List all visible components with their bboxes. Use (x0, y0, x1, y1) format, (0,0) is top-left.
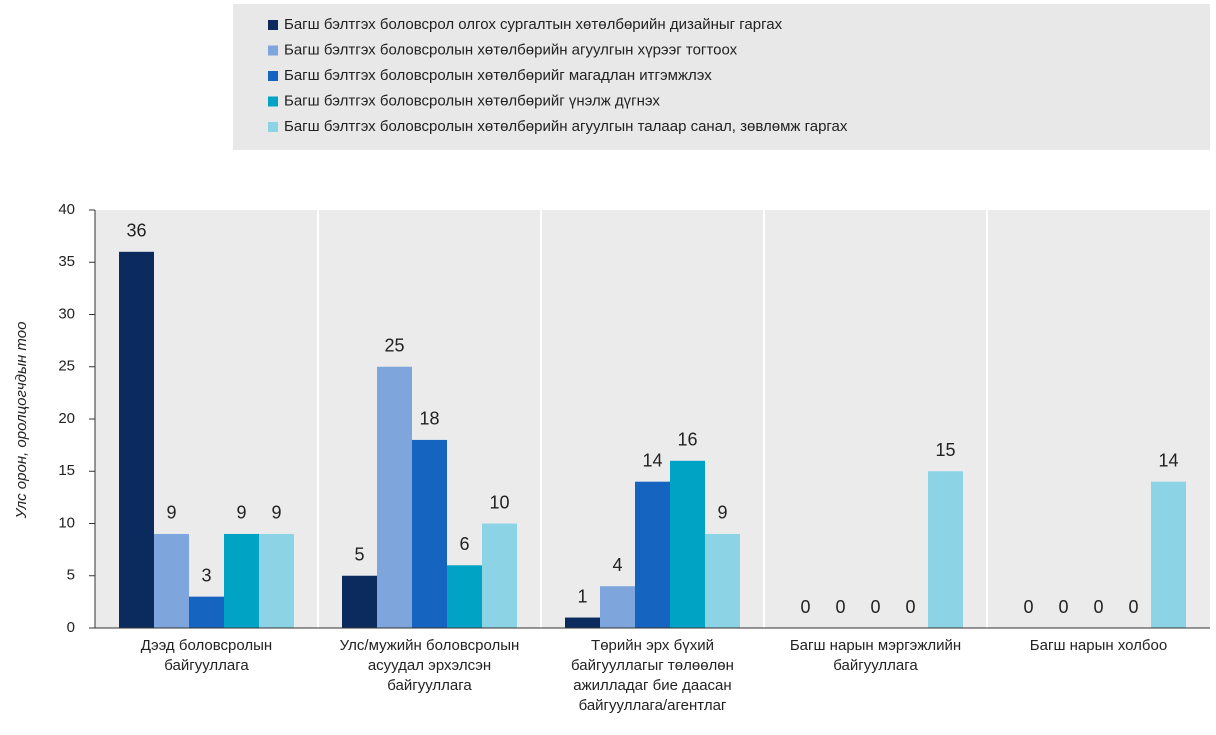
data-label: 6 (459, 534, 469, 554)
y-tick-label: 40 (58, 201, 75, 218)
y-tick-label: 0 (67, 619, 75, 636)
x-tick-label: Улс/мужийн боловсролын асуудал эрхэлсэн … (339, 637, 520, 694)
legend-label: Багш бэлтгэх боловсрол олгох сургалтын х… (284, 16, 783, 33)
y-tick-label: 5 (67, 567, 75, 584)
bar (259, 533, 294, 628)
legend-box (233, 4, 1210, 150)
data-label: 9 (166, 503, 176, 523)
legend-label: Багш бэлтгэх боловсролын хөтөлбөрийн агу… (284, 41, 738, 58)
data-label: 0 (1093, 597, 1103, 617)
y-tick-label: 20 (58, 410, 75, 427)
bar (928, 471, 963, 628)
data-label: 9 (271, 503, 281, 523)
data-label: 5 (354, 545, 364, 565)
y-tick-label: 30 (58, 305, 75, 322)
legend-swatch (268, 20, 278, 30)
legend-label: Багш бэлтгэх боловсролын хөтөлбөрийг үнэ… (284, 92, 660, 109)
data-label: 0 (835, 597, 845, 617)
x-tick-label: Дээд боловсролын байгууллага (140, 637, 273, 674)
bar (670, 460, 705, 628)
data-label: 10 (489, 492, 509, 512)
data-label: 0 (1023, 597, 1033, 617)
data-label: 0 (800, 597, 810, 617)
bar (482, 523, 517, 628)
legend-label: Багш бэлтгэх боловсролын хөтөлбөрийн агу… (284, 118, 848, 135)
data-label: 0 (870, 597, 880, 617)
bar (565, 617, 600, 628)
bar (224, 533, 259, 628)
legend-swatch (268, 45, 278, 56)
y-tick-label: 15 (58, 462, 75, 479)
data-label: 0 (905, 597, 915, 617)
bar (1151, 481, 1186, 628)
y-axis-label: Улс орон, оролцогчдын тоо (13, 322, 30, 520)
data-label: 14 (1158, 450, 1178, 470)
bar (119, 251, 154, 629)
data-label: 14 (642, 450, 662, 470)
legend-swatch (268, 96, 278, 107)
data-label: 36 (126, 221, 146, 241)
x-tick-label: Багш нарын холбоо (1029, 637, 1168, 654)
bar (705, 533, 740, 628)
bar (154, 533, 189, 628)
x-tick-label: Багш нарын мэргэжлийн байгууллага (789, 637, 962, 674)
bar (377, 366, 412, 628)
bar (342, 575, 377, 628)
data-label: 25 (384, 336, 404, 356)
bar (600, 586, 635, 628)
data-label: 0 (1058, 597, 1068, 617)
legend-swatch (268, 71, 278, 81)
data-label: 9 (236, 503, 246, 523)
bar (412, 439, 447, 628)
data-label: 16 (677, 430, 697, 450)
y-tick-label: 10 (58, 514, 75, 531)
data-label: 9 (717, 503, 727, 523)
data-label: 0 (1128, 597, 1138, 617)
data-label: 4 (612, 555, 622, 575)
bar (447, 565, 482, 628)
data-label: 1 (577, 586, 587, 606)
x-tick-label: Төрийн эрх бүхий байгууллагыг төлөөлөн а… (571, 637, 734, 714)
legend-label: Багш бэлтгэх боловсролын хөтөлбөрийг маг… (284, 67, 712, 84)
y-tick-label: 25 (58, 358, 75, 375)
legend-swatch (268, 122, 278, 132)
y-tick-label: 35 (58, 253, 75, 270)
data-label: 15 (935, 440, 955, 460)
data-label: 18 (419, 409, 439, 429)
bar (189, 596, 224, 628)
bar (635, 481, 670, 628)
data-label: 3 (201, 565, 211, 585)
